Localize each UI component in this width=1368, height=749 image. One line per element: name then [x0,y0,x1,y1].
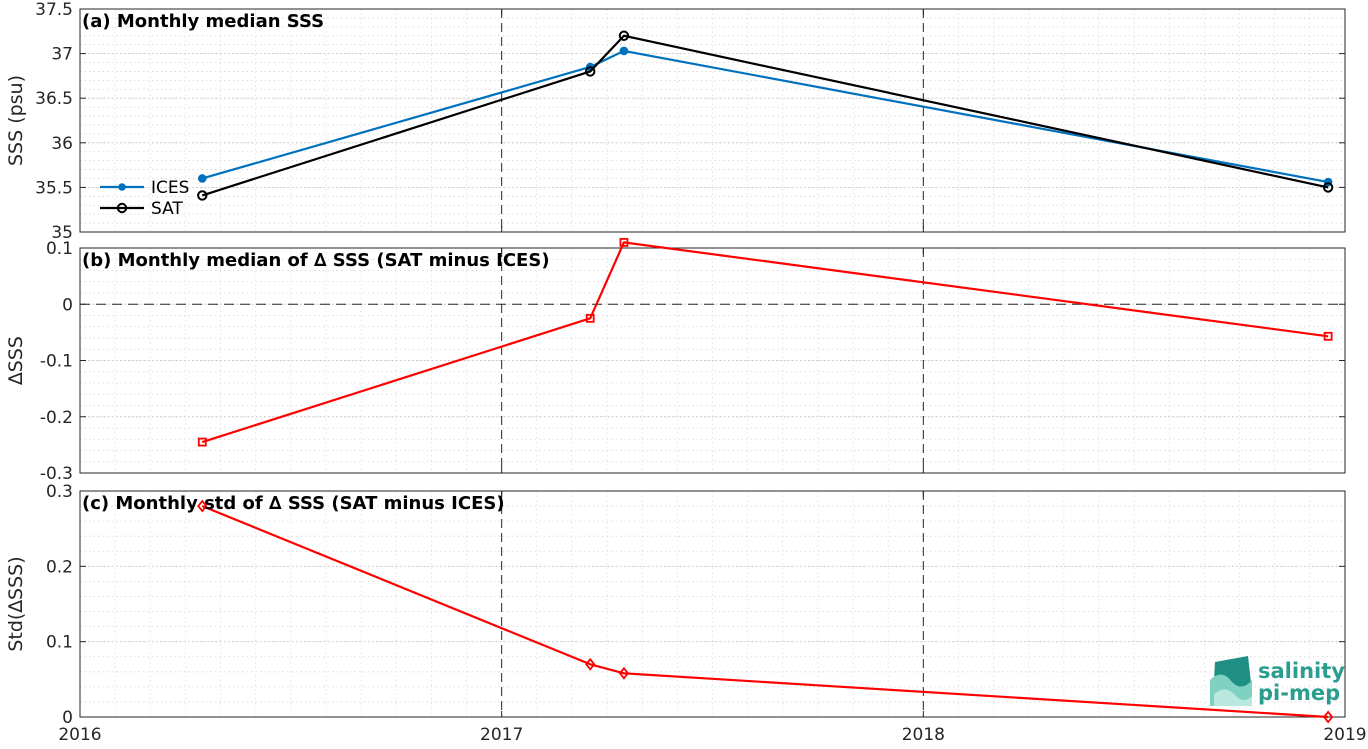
y-tick-label: -0.1 [40,352,73,372]
data-point-delta [585,313,595,323]
data-point-std [585,657,596,671]
x-tick-label: 2016 [58,725,101,745]
data-point-sat [197,190,208,201]
panel-title: (c) Monthly std of ∆ SSS (SAT minus ICES… [82,493,505,514]
panel-title: (a) Monthly median SSS [82,11,324,32]
y-tick-label: 0.2 [46,557,73,577]
data-point-delta [197,437,207,447]
x-tick-label: 2019 [1323,725,1366,745]
y-tick-label: 37 [51,45,73,65]
y-tick-label: 35 [51,223,73,243]
y-axis-label: Std(∆SSS) [5,556,27,651]
data-point-sat [1322,182,1334,193]
legend-marker-ices [118,183,126,191]
data-point-sat [618,30,630,41]
data-point-ices [619,46,629,56]
y-tick-label: 0.3 [46,482,73,502]
y-axis-label: SSS (psu) [5,75,27,166]
y-tick-label: -0.3 [40,464,73,484]
data-point-delta [1323,331,1333,341]
data-point-sat [585,66,596,77]
y-tick-label: 37.5 [35,0,73,20]
x-tick-label: 2017 [480,725,523,745]
logo-text-salinity: salinity [1258,659,1345,683]
y-axis-label: ∆SSS [5,336,27,386]
series-line-sat [201,34,1329,197]
logo-text-pimep: pi-mep [1258,681,1340,705]
panel-1: 35 35.5 36 36.5 37 37.5 SSS (psu) (a) Monthly m… [5,0,1346,243]
data-point-ices [197,174,207,183]
y-tick-label: 0 [62,708,73,728]
y-tick-label: -0.2 [40,408,73,428]
y-tick-label: 0 [62,295,73,315]
axes-box [79,490,1346,718]
legend-label-sat: SAT [151,199,183,219]
y-tick-label: 35.5 [35,178,73,198]
x-tick-label: 2018 [902,725,945,745]
data-point-std [197,499,208,513]
y-tick-label: 36 [51,134,73,154]
y-tick-label: 36.5 [35,89,73,109]
y-tick-label: 0.1 [46,633,73,653]
legend-label-ices: ICES [151,178,189,198]
series-line-delta [201,241,1329,444]
legend-marker-sat [116,202,128,214]
axes-box [79,8,1346,233]
data-point-delta [619,237,629,247]
panel-3: 0 0.1 0.2 0.3 2016 2017 2018 2019 Std(∆SSS) (c) M… [5,482,1367,745]
y-tick-label: 0.1 [46,239,73,259]
logo-wave-shape [1214,689,1252,706]
series-line-ices [201,49,1329,184]
data-point-std [618,666,630,680]
panel-title: (b) Monthly median of ∆ SSS (SAT minus I… [82,250,550,271]
panel-2: -0.3 -0.2 -0.1 0 0.1 ∆SSS (b) Monthly median o… [5,237,1346,484]
series-line-delta [201,505,1329,719]
data-point-std [1322,710,1334,724]
